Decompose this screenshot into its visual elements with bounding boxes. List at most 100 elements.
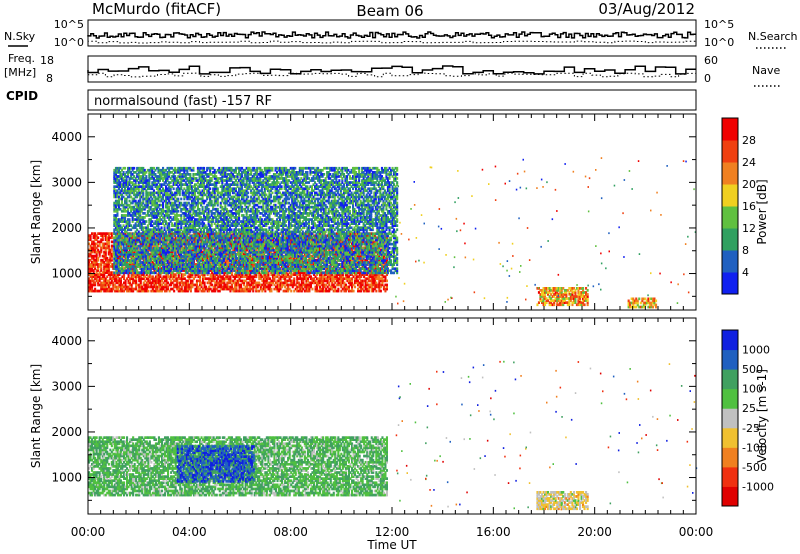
data-cell xyxy=(384,275,387,279)
data-cell xyxy=(244,279,247,283)
data-cell xyxy=(316,277,319,281)
data-cell xyxy=(122,218,125,221)
data-cell xyxy=(284,285,287,289)
data-cell xyxy=(317,277,320,281)
data-cell xyxy=(133,179,136,182)
data-cell xyxy=(139,289,142,293)
data-cell xyxy=(142,173,145,176)
data-cell xyxy=(139,166,142,170)
data-cell xyxy=(319,277,322,281)
data-cell xyxy=(145,177,148,180)
data-cell xyxy=(104,238,107,242)
data-cell xyxy=(127,203,130,207)
data-cell xyxy=(127,253,130,256)
data-cell xyxy=(128,234,131,238)
data-cell xyxy=(281,242,284,246)
data-cell xyxy=(217,281,220,285)
data-cell xyxy=(367,275,370,279)
data-cell xyxy=(311,263,314,266)
data-cell xyxy=(369,283,372,287)
data-cell xyxy=(119,267,122,271)
data-cell xyxy=(338,275,341,279)
data-cell xyxy=(101,261,104,264)
data-cell xyxy=(89,234,92,237)
data-cell xyxy=(124,238,127,242)
data-cell xyxy=(113,220,116,223)
data-cell xyxy=(106,281,109,285)
data-cell xyxy=(89,271,92,274)
data-cell xyxy=(357,289,360,293)
data-cell xyxy=(296,273,299,276)
data-cell xyxy=(116,175,119,178)
data-cell xyxy=(249,283,252,287)
data-cell xyxy=(153,289,156,293)
data-cell xyxy=(372,254,375,258)
data-cell xyxy=(117,168,120,172)
data-cell xyxy=(250,281,253,285)
data-cell xyxy=(303,277,306,281)
data-cell xyxy=(106,238,109,242)
data-cell xyxy=(309,283,312,287)
data-cell xyxy=(110,234,113,237)
data-cell xyxy=(229,277,232,281)
data-cell xyxy=(125,201,128,205)
data-cell xyxy=(104,285,107,289)
data-cell xyxy=(148,285,151,289)
data-cell xyxy=(142,197,145,201)
data-cell xyxy=(384,283,387,287)
data-cell xyxy=(278,283,281,287)
data-cell xyxy=(180,275,183,279)
data-cell xyxy=(134,179,137,182)
data-cell xyxy=(262,281,265,285)
data-cell xyxy=(117,195,120,199)
data-cell xyxy=(94,238,97,242)
data-cell xyxy=(268,277,271,281)
data-cell xyxy=(115,275,118,279)
data-cell xyxy=(230,273,233,276)
data-cell xyxy=(95,242,98,246)
data-cell xyxy=(142,230,145,234)
data-cell xyxy=(139,203,142,207)
data-cell xyxy=(227,281,230,285)
data-cell xyxy=(97,273,100,276)
data-cell xyxy=(145,255,148,258)
data-cell xyxy=(103,254,106,258)
data-cell xyxy=(134,269,137,273)
data-cell xyxy=(137,214,140,217)
data-cell xyxy=(127,281,130,285)
data-cell xyxy=(92,258,95,262)
data-cell xyxy=(157,289,160,293)
data-cell xyxy=(142,240,145,244)
data-cell xyxy=(136,257,139,260)
data-cell xyxy=(127,185,130,188)
data-cell xyxy=(285,236,288,240)
data-cell xyxy=(344,273,347,276)
data-cell xyxy=(124,216,127,219)
data-cell xyxy=(243,275,246,279)
data-cell xyxy=(212,275,215,279)
data-cell xyxy=(132,289,135,293)
data-cell xyxy=(116,193,119,197)
data-cell xyxy=(104,250,107,254)
data-cell xyxy=(113,203,116,207)
data-cell xyxy=(349,258,352,262)
data-cell xyxy=(116,177,119,180)
data-cell xyxy=(122,185,125,188)
data-cell xyxy=(293,281,296,285)
data-cell xyxy=(117,220,120,223)
data-cell xyxy=(113,175,116,178)
data-cell xyxy=(202,279,205,283)
data-cell xyxy=(132,271,135,274)
data-cell xyxy=(118,283,121,287)
data-cell xyxy=(173,273,176,276)
data-cell xyxy=(120,201,123,205)
data-cell xyxy=(183,273,186,276)
data-cell xyxy=(372,289,375,293)
data-cell xyxy=(151,279,154,283)
data-cell xyxy=(139,234,142,238)
data-cell xyxy=(177,275,180,279)
data-cell xyxy=(134,261,137,264)
data-cell xyxy=(227,287,230,291)
data-cell xyxy=(154,279,157,283)
data-cell xyxy=(142,191,145,195)
